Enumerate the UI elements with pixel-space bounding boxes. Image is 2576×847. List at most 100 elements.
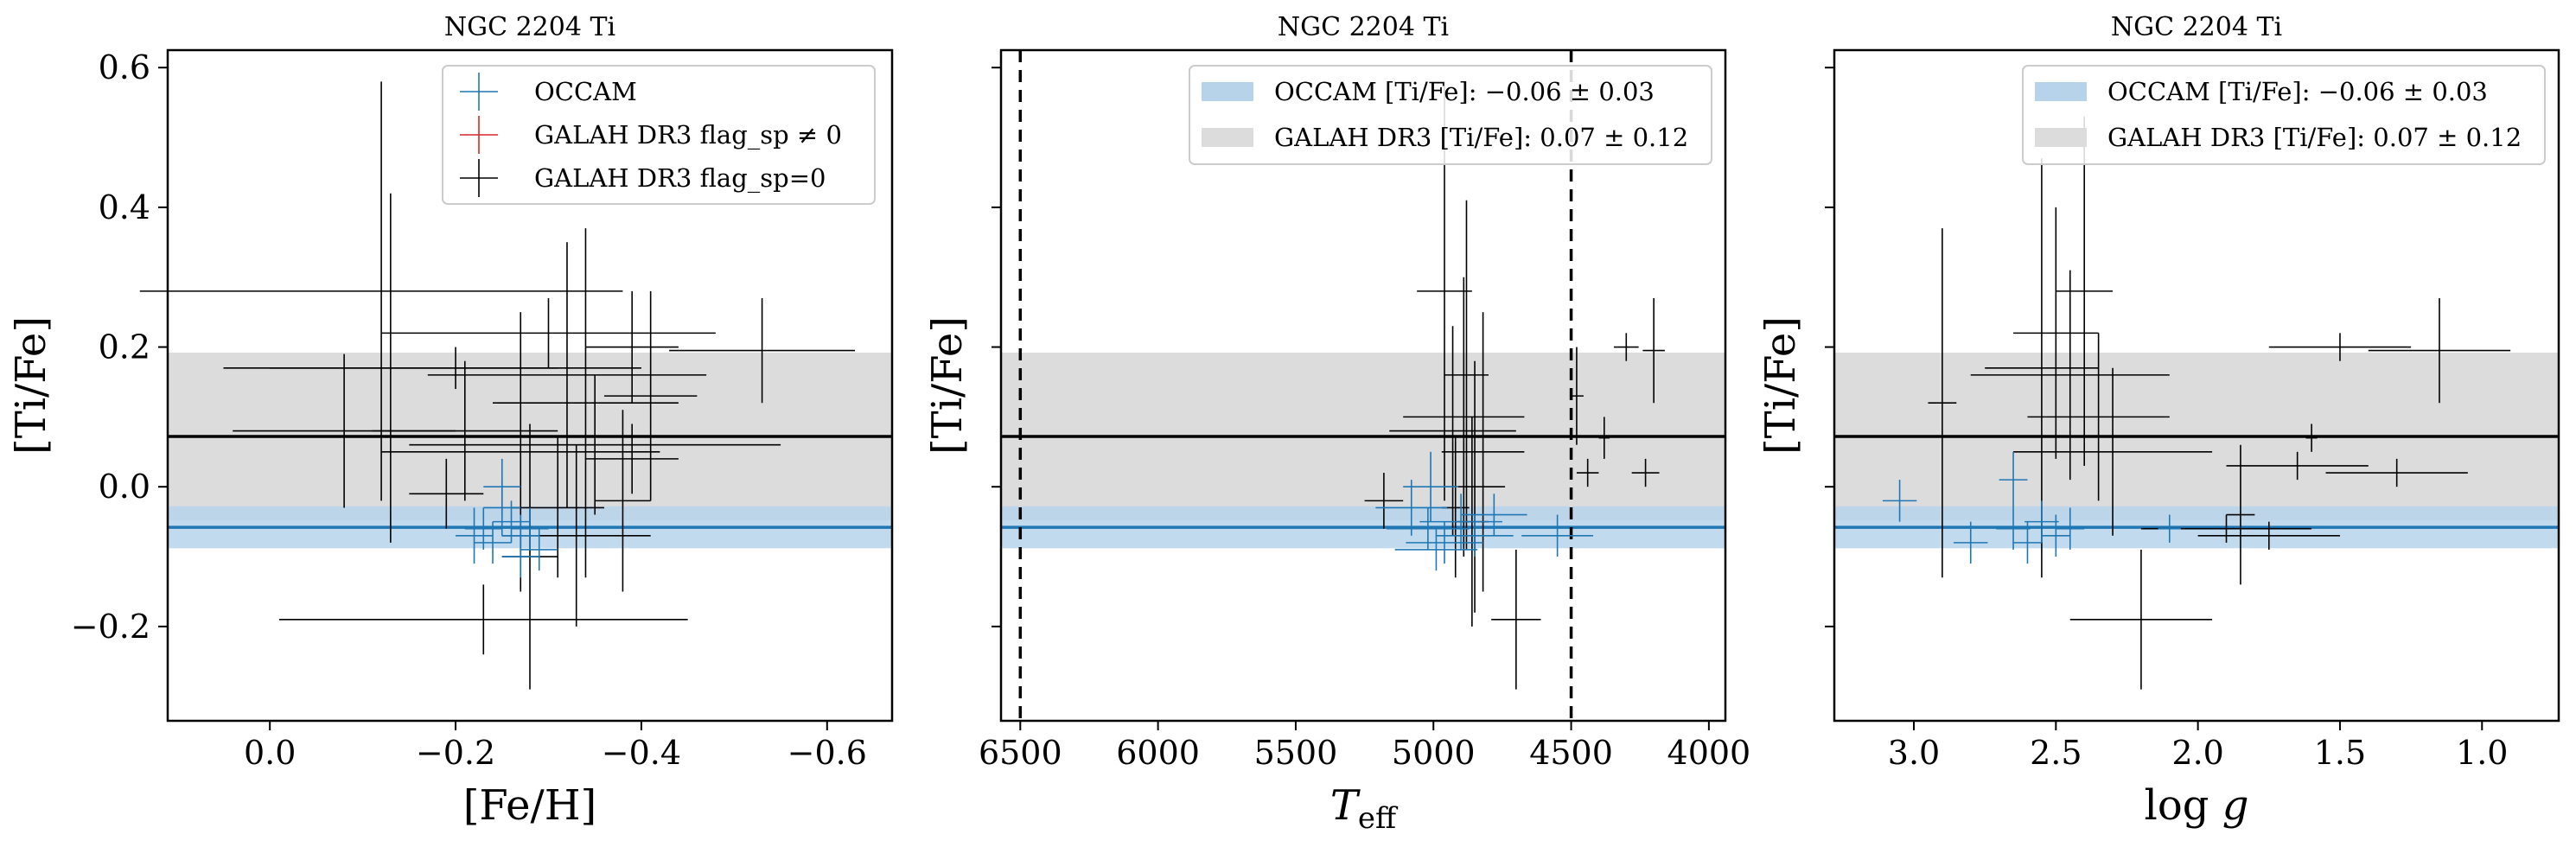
axes-frame bbox=[999, 48, 1727, 723]
plot-area bbox=[139, 81, 892, 690]
x-tick-label: 6000 bbox=[1116, 734, 1200, 772]
y-tick-label: −0.2 bbox=[71, 608, 150, 646]
legend-swatch bbox=[1202, 82, 1253, 101]
galah-point bbox=[1928, 228, 1957, 578]
galah-point bbox=[427, 242, 707, 508]
series-occam bbox=[1882, 451, 2181, 564]
galah-point bbox=[511, 437, 604, 578]
occam-point bbox=[2158, 514, 2181, 543]
y-tick-label: 0.2 bbox=[99, 328, 150, 366]
occam-point bbox=[2041, 514, 2070, 557]
series-galah-clean bbox=[1364, 81, 1665, 690]
galah-point bbox=[409, 374, 781, 515]
x-axis-label: log g bbox=[2145, 781, 2249, 830]
galah-point bbox=[223, 193, 558, 543]
panel-teff: NGC 2204 Ti Teff [Ti/Fe] OCCAM [Ti/Fe]: … bbox=[923, 12, 1750, 836]
legend-label: OCCAM bbox=[534, 77, 637, 106]
galah-point bbox=[1598, 417, 1610, 459]
galah-point bbox=[372, 360, 558, 501]
galah-point bbox=[1613, 333, 1639, 361]
galah-point bbox=[493, 228, 679, 578]
legend-label: GALAH DR3 flag_sp=0 bbox=[534, 163, 826, 194]
galah-point bbox=[409, 458, 484, 529]
plot-area bbox=[1001, 50, 1725, 721]
panel-logg: NGC 2204 Ti log g [Ti/Fe] OCCAM [Ti/Fe]:… bbox=[1757, 12, 2560, 830]
legend: OCCAM [Ti/Fe]: −0.06 ± 0.03 GALAH DR3 [T… bbox=[1189, 65, 1712, 165]
galah-point bbox=[1444, 200, 1489, 550]
axes-frame bbox=[166, 48, 894, 723]
galah-point bbox=[1631, 458, 1660, 487]
x-tick-label: 6500 bbox=[979, 734, 1062, 772]
x-tick-label: 3.0 bbox=[1888, 734, 1940, 772]
occam-point bbox=[2013, 521, 2042, 564]
galah-point bbox=[1970, 270, 2170, 481]
galah-point bbox=[1491, 549, 1541, 690]
legend-label: OCCAM [Ti/Fe]: −0.06 ± 0.03 bbox=[1274, 77, 1655, 106]
occam-point bbox=[1954, 521, 1988, 564]
galah-point bbox=[585, 290, 679, 404]
galah-point bbox=[603, 290, 698, 501]
x-tick-label: −0.6 bbox=[787, 734, 867, 772]
panel-title: NGC 2204 Ti bbox=[2111, 12, 2282, 42]
x-tick-label: 1.0 bbox=[2456, 734, 2508, 772]
occam-point bbox=[511, 507, 549, 550]
legend-item-galah-band: GALAH DR3 [Ti/Fe]: 0.07 ± 0.12 bbox=[1202, 123, 1688, 152]
panel-feh: NGC 2204 Ti [Fe/H] [Ti/Fe] OCCAM GALAH D… bbox=[7, 12, 894, 830]
axes-frame bbox=[1833, 48, 2560, 723]
galah-point bbox=[2325, 458, 2468, 487]
galah-point bbox=[1364, 473, 1404, 529]
y-tick-label: 0.6 bbox=[99, 48, 150, 86]
galah-point bbox=[2268, 333, 2412, 361]
occam-point bbox=[1403, 451, 1458, 522]
galah-point bbox=[1569, 347, 1584, 445]
galah-point bbox=[2226, 451, 2369, 481]
occam-point bbox=[474, 521, 512, 564]
legend-box bbox=[2022, 65, 2546, 165]
series-occam bbox=[1375, 451, 1594, 571]
galah-point bbox=[1576, 458, 1599, 487]
galah-point bbox=[2013, 367, 2213, 536]
legend-item-galah-flagged: GALAH DR3 flag_sp ≠ 0 bbox=[460, 116, 842, 154]
legend-label: GALAH DR3 flag_sp ≠ 0 bbox=[534, 120, 842, 150]
galah-point bbox=[2197, 521, 2340, 550]
y-axis-label: [Ti/Fe] bbox=[923, 316, 972, 455]
occam-point bbox=[483, 458, 521, 515]
occam-point bbox=[1521, 514, 1594, 557]
legend: OCCAM GALAH DR3 flag_sp ≠ 0 GALAH DR3 fl… bbox=[442, 65, 876, 205]
x-tick-label: 2.0 bbox=[2171, 734, 2223, 772]
occam-point bbox=[1882, 480, 1917, 522]
x-tick-label: 1.5 bbox=[2314, 734, 2366, 772]
x-axis-label: Teff bbox=[1330, 781, 1399, 836]
y-tick-label: 0.4 bbox=[99, 188, 150, 226]
legend-box bbox=[1189, 65, 1712, 165]
x-tick-label: 2.5 bbox=[2030, 734, 2082, 772]
galah-point bbox=[585, 424, 679, 494]
galah-point bbox=[2368, 297, 2511, 404]
occam-point bbox=[1375, 480, 1448, 536]
plot-area bbox=[1834, 116, 2559, 690]
galah-point bbox=[1389, 326, 1516, 536]
legend-item-occam-band: OCCAM [Ti/Fe]: −0.06 ± 0.03 bbox=[1202, 77, 1655, 106]
y-axis-label: [Ti/Fe] bbox=[1757, 316, 1805, 455]
occam-point bbox=[2056, 507, 2085, 550]
legend-swatch bbox=[2035, 128, 2087, 147]
y-tick-label: 0.0 bbox=[99, 468, 150, 506]
galah-point bbox=[2305, 424, 2318, 452]
occam-point bbox=[1394, 528, 1478, 571]
legend-swatch bbox=[2035, 82, 2087, 101]
legend-label: GALAH DR3 [Ti/Fe]: 0.07 ± 0.12 bbox=[1274, 123, 1688, 152]
galah-point bbox=[1642, 297, 1665, 404]
x-tick-label: −0.4 bbox=[602, 734, 681, 772]
galah-point bbox=[278, 584, 688, 655]
x-tick-label: 0.0 bbox=[244, 734, 296, 772]
panel-title: NGC 2204 Ti bbox=[444, 12, 615, 42]
galah-point bbox=[595, 410, 651, 592]
occam-point bbox=[501, 535, 539, 578]
series-occam bbox=[456, 458, 558, 578]
legend-label: GALAH DR3 [Ti/Fe]: 0.07 ± 0.12 bbox=[2107, 123, 2522, 152]
occam-point bbox=[1999, 451, 2028, 508]
legend-item-occam: OCCAM bbox=[460, 73, 637, 111]
galah-point bbox=[2056, 116, 2114, 466]
occam-point bbox=[1406, 521, 1483, 564]
